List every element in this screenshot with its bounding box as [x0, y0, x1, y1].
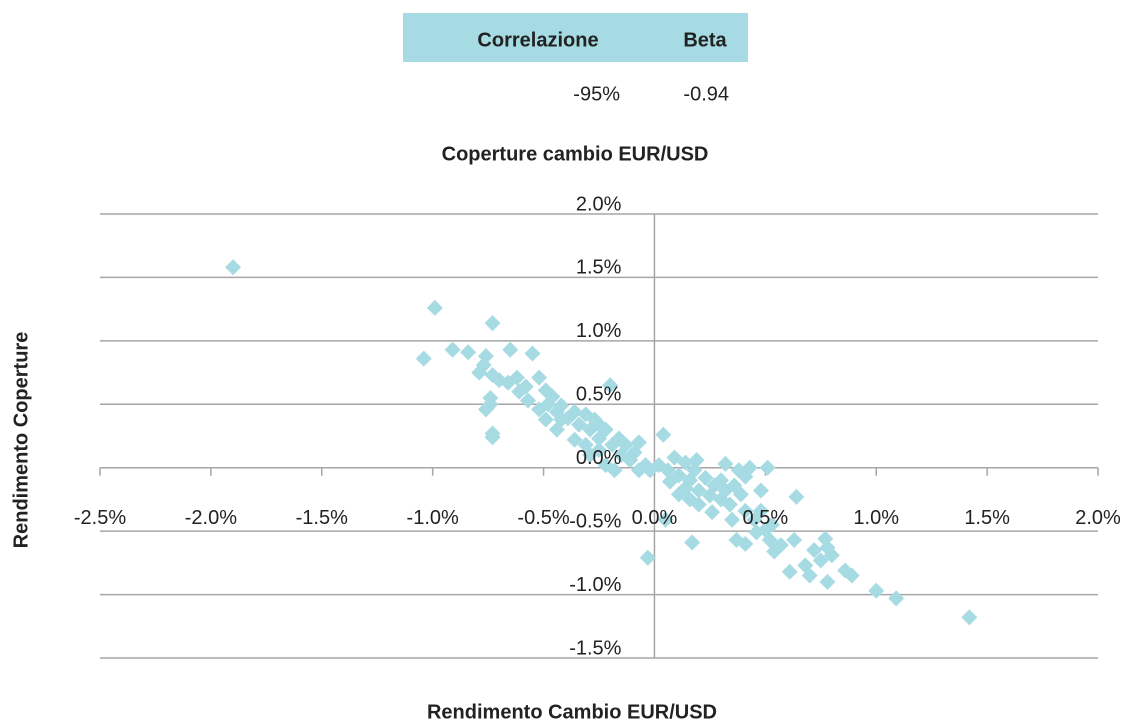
x-tick-label: 0.0% [632, 507, 678, 529]
point [748, 524, 765, 541]
point [819, 573, 836, 590]
point [888, 590, 905, 607]
point [630, 434, 647, 451]
chart-title: Coperture cambio EUR/USD [442, 143, 709, 165]
point [657, 511, 674, 528]
point [659, 462, 676, 479]
table-cell: -95% [573, 83, 620, 105]
table-header: Beta [683, 29, 727, 51]
point [677, 480, 694, 497]
y-tick-label: 0.5% [576, 384, 622, 406]
point [772, 537, 789, 554]
point [639, 549, 656, 566]
point [482, 396, 499, 413]
point [737, 502, 754, 519]
point [752, 482, 769, 499]
point [597, 457, 614, 474]
y-axis-label: Rendimento Coperture [10, 332, 32, 549]
y-tick-label: 0.0% [576, 447, 622, 469]
point [781, 563, 798, 580]
point [752, 502, 769, 519]
y-tick-label: 2.0% [576, 193, 622, 215]
point [566, 431, 583, 448]
point [484, 315, 501, 332]
table-header-band [403, 13, 748, 62]
table-header: Correlazione [477, 29, 598, 51]
point [597, 421, 614, 438]
point [484, 429, 501, 446]
x-axis-label: Rendimento Cambio EUR/USD [427, 701, 717, 723]
point [502, 341, 519, 358]
point [801, 567, 818, 584]
point [684, 534, 701, 551]
point [511, 383, 528, 400]
point [868, 582, 885, 599]
point [577, 436, 594, 453]
x-tick-label: -1.5% [296, 507, 348, 529]
point [460, 344, 477, 361]
point [724, 511, 741, 528]
x-tick-label: -1.0% [407, 507, 459, 529]
point [843, 567, 860, 584]
point [721, 496, 738, 513]
point [697, 469, 714, 486]
point [531, 401, 548, 418]
point [225, 259, 242, 276]
point [591, 441, 607, 458]
point [566, 403, 583, 420]
point [524, 345, 541, 362]
point [508, 369, 525, 386]
point [630, 462, 647, 479]
point [531, 369, 548, 386]
point [732, 486, 749, 503]
point [571, 416, 588, 433]
x-tick-label: 1.0% [853, 507, 899, 529]
x-tick-label: -2.5% [74, 507, 126, 529]
point [763, 516, 780, 533]
point [426, 299, 443, 316]
point [806, 542, 823, 559]
x-tick-label: -0.5% [517, 507, 569, 529]
point [677, 454, 694, 471]
y-tick-label: 1.0% [576, 320, 622, 342]
y-tick-label: -1.5% [569, 637, 621, 659]
point [823, 547, 840, 564]
x-tick-label: 0.5% [743, 507, 789, 529]
point [961, 609, 978, 626]
point [712, 472, 729, 489]
point [730, 462, 747, 479]
x-tick-label: 2.0% [1075, 507, 1121, 529]
point [475, 356, 492, 373]
point [553, 411, 570, 428]
point [786, 532, 803, 549]
point [666, 449, 683, 466]
point [759, 459, 776, 476]
point [617, 436, 634, 453]
point [661, 473, 678, 490]
point [537, 411, 554, 428]
point [812, 552, 829, 569]
point [704, 504, 721, 521]
y-tick-label: -0.5% [569, 510, 621, 532]
point [602, 377, 619, 394]
y-tick-label: 1.5% [576, 257, 622, 279]
point [655, 426, 672, 443]
x-tick-label: 1.5% [964, 507, 1010, 529]
point [717, 455, 734, 472]
x-tick-label: -2.0% [185, 507, 237, 529]
point [737, 535, 754, 552]
point [415, 350, 432, 367]
y-tick-label: -1.0% [569, 574, 621, 596]
point [553, 397, 570, 414]
point [690, 482, 707, 499]
point [520, 392, 537, 409]
table-cell: -0.94 [683, 83, 729, 105]
point [444, 341, 461, 358]
point [688, 452, 705, 469]
point [788, 488, 805, 505]
